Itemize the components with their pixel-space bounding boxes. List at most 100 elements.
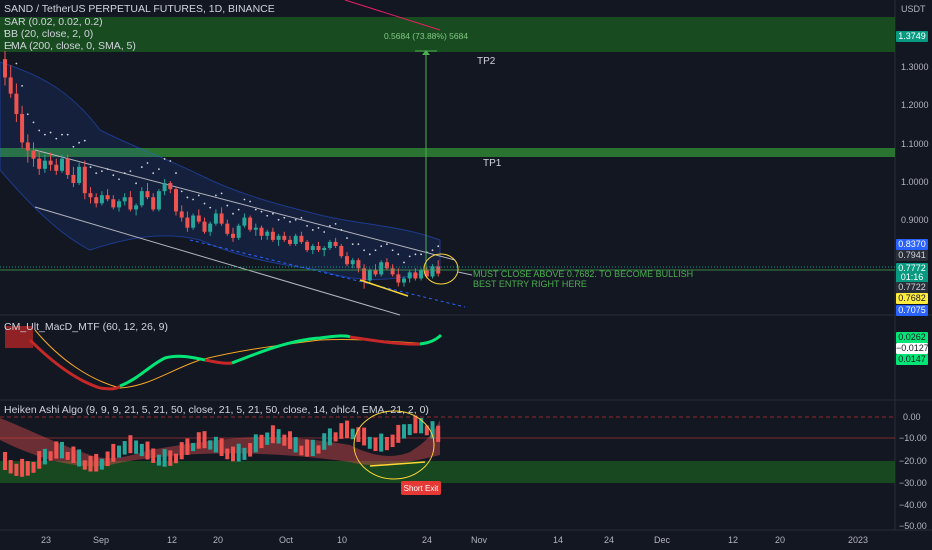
indicator-bb[interactable]: BB (20, close, 2, 0)	[4, 28, 94, 40]
candle-body[interactable]	[379, 262, 384, 275]
candle-body[interactable]	[333, 241, 338, 246]
candle-body[interactable]	[219, 213, 224, 224]
candle-body[interactable]	[327, 241, 332, 249]
candle-body[interactable]	[293, 235, 298, 244]
tp1-zone[interactable]	[0, 148, 895, 157]
candle-body[interactable]	[419, 270, 424, 279]
channel-upper[interactable]	[34, 149, 456, 261]
sar-dot	[152, 172, 155, 175]
candle-body[interactable]	[253, 227, 258, 230]
candle-body[interactable]	[134, 205, 139, 210]
candle-body[interactable]	[179, 211, 184, 218]
heiken-bar	[139, 443, 144, 457]
candle-body[interactable]	[8, 77, 13, 94]
candle-body[interactable]	[396, 274, 401, 283]
candle-body[interactable]	[139, 191, 144, 206]
candle-body[interactable]	[145, 191, 150, 198]
candle-body[interactable]	[151, 197, 156, 210]
candle-body[interactable]	[156, 191, 161, 210]
candle-body[interactable]	[350, 260, 355, 265]
candle-body[interactable]	[316, 245, 321, 251]
candle-body[interactable]	[305, 241, 310, 251]
candle-body[interactable]	[94, 197, 99, 204]
candle-body[interactable]	[424, 270, 429, 277]
candle-body[interactable]	[3, 59, 7, 78]
candle-body[interactable]	[231, 233, 235, 238]
candle-body[interactable]	[345, 256, 349, 265]
candle-body[interactable]	[174, 189, 178, 212]
symbol-title[interactable]: SAND / TetherUS PERPETUAL FUTURES, 1D, B…	[4, 3, 275, 15]
heiken-bar	[88, 455, 93, 472]
candle-body[interactable]	[339, 245, 344, 257]
entry-circle[interactable]	[423, 253, 459, 285]
candle-body[interactable]	[31, 150, 36, 159]
candle-body[interactable]	[111, 199, 116, 208]
candle-body[interactable]	[362, 268, 367, 281]
candle-body[interactable]	[105, 195, 110, 200]
candle-body[interactable]	[208, 223, 213, 232]
heiken-bar	[65, 451, 70, 460]
heiken-pane-title[interactable]: Heiken Ashi Algo (9, 9, 9, 21, 5, 21, 50…	[4, 404, 429, 416]
candle-body[interactable]	[65, 158, 70, 175]
candle-body[interactable]	[82, 166, 87, 194]
indicator-ema[interactable]: EMA (200, close, 0, SMA, 5)	[4, 40, 136, 52]
candle-body[interactable]	[259, 227, 264, 236]
candle-body[interactable]	[88, 193, 93, 198]
candle-body[interactable]	[14, 93, 19, 114]
candle-body[interactable]	[356, 260, 361, 269]
candle-body[interactable]	[117, 201, 121, 208]
candle-body[interactable]	[390, 268, 395, 275]
candle-body[interactable]	[384, 262, 389, 269]
candle-body[interactable]	[367, 270, 372, 281]
sar-dot	[317, 227, 320, 229]
heiken-bar	[253, 434, 258, 453]
time-label: Sep	[93, 535, 109, 545]
candle-body[interactable]	[322, 248, 327, 251]
tp2-zone[interactable]	[0, 17, 895, 52]
candle-body[interactable]	[60, 158, 64, 171]
candle-body[interactable]	[196, 215, 201, 222]
candle-body[interactable]	[248, 217, 253, 230]
candle-body[interactable]	[99, 195, 104, 204]
candle-body[interactable]	[407, 272, 412, 279]
candle-body[interactable]	[162, 183, 167, 192]
price-tick: 0.9000	[901, 215, 929, 225]
candle-body[interactable]	[122, 197, 127, 202]
candle-body[interactable]	[168, 183, 173, 190]
candle-body[interactable]	[191, 215, 196, 228]
candle-body[interactable]	[242, 217, 247, 226]
short-exit-circle[interactable]	[353, 410, 435, 480]
candle-body[interactable]	[202, 221, 207, 232]
candle-body[interactable]	[299, 235, 304, 242]
candle-body[interactable]	[373, 270, 378, 275]
candle-body[interactable]	[185, 217, 190, 228]
candle-body[interactable]	[282, 235, 287, 240]
macd-pane-title[interactable]: CM_Ult_MacD_MTF (60, 12, 26, 9)	[4, 321, 168, 333]
channel-lower[interactable]	[34, 206, 401, 316]
candle-body[interactable]	[402, 278, 406, 283]
candle-body[interactable]	[413, 272, 418, 279]
candle-body[interactable]	[270, 231, 275, 240]
short-exit-badge[interactable]	[401, 481, 441, 495]
candle-body[interactable]	[288, 239, 292, 244]
support-line[interactable]	[359, 279, 409, 297]
candle-body[interactable]	[265, 231, 270, 236]
candle-body[interactable]	[276, 235, 281, 240]
sar-dot	[180, 190, 183, 193]
candle-body[interactable]	[225, 223, 230, 234]
candle-body[interactable]	[71, 174, 76, 184]
indicator-sar[interactable]: SAR (0.02, 0.02, 0.2)	[4, 16, 103, 28]
candle-body[interactable]	[25, 142, 30, 151]
candle-body[interactable]	[310, 245, 315, 251]
candle-body[interactable]	[37, 158, 42, 169]
candle-body[interactable]	[128, 197, 133, 210]
candle-body[interactable]	[77, 166, 82, 184]
candle-body[interactable]	[430, 266, 435, 277]
candle-body[interactable]	[20, 113, 25, 143]
candle-body[interactable]	[42, 160, 47, 169]
candle-body[interactable]	[54, 164, 59, 171]
candle-body[interactable]	[213, 213, 218, 224]
candle-body[interactable]	[48, 160, 53, 165]
candle-body[interactable]	[236, 225, 241, 238]
